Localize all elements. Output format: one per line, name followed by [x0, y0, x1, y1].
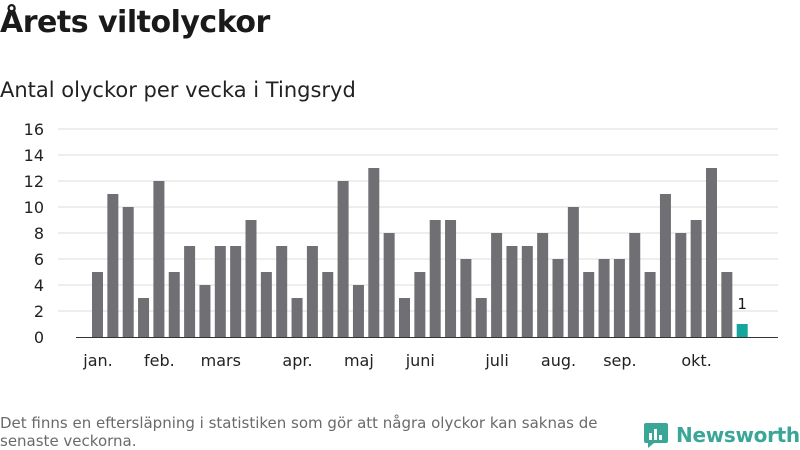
bar-chart: 0 2 4 6 8 10 12 14 16 jan. feb. mars apr. maj juni jul… — [24, 120, 778, 370]
footnote: Det finns en eftersläpning i statistiken… — [0, 414, 598, 450]
bar — [260, 272, 272, 337]
bar — [506, 246, 518, 337]
bar — [368, 168, 380, 337]
bar — [230, 246, 242, 337]
x-month-label: aug. — [541, 351, 576, 370]
y-tick-label: 14 — [24, 146, 44, 165]
bar — [675, 233, 687, 337]
chart-title: Årets viltolyckor — [0, 5, 270, 40]
y-tick-label: 12 — [24, 172, 44, 191]
last-value-label: 1 — [737, 295, 747, 313]
bar — [399, 298, 410, 337]
bar — [153, 181, 165, 337]
bar — [383, 233, 395, 337]
newsworthy-logo[interactable]: Newsworthy — [644, 420, 800, 450]
bar — [352, 285, 364, 337]
bar — [613, 259, 625, 337]
bar — [521, 246, 533, 337]
y-tick-label: 4 — [34, 276, 44, 295]
bar — [598, 259, 610, 337]
bar-chart-logo-icon — [644, 423, 668, 448]
bar — [537, 233, 549, 337]
bar-current-week — [736, 324, 748, 337]
chart-subtitle: Antal olyckor per vecka i Tingsryd — [0, 78, 356, 102]
x-month-label: mars — [201, 351, 241, 370]
y-tick-label: 10 — [24, 198, 44, 217]
bar — [107, 194, 119, 337]
bar — [245, 220, 257, 337]
bar — [168, 272, 180, 337]
bar — [583, 272, 595, 337]
x-month-label: maj — [344, 351, 374, 370]
bar — [276, 246, 288, 337]
x-month-label: apr. — [282, 351, 312, 370]
y-tick-label: 16 — [24, 120, 44, 139]
bars — [92, 168, 748, 337]
bar — [491, 233, 503, 337]
bar — [552, 259, 564, 337]
x-month-label: juli — [484, 351, 508, 370]
bar — [291, 298, 303, 337]
bar — [322, 272, 334, 337]
x-month-label: feb. — [144, 351, 175, 370]
bar — [659, 194, 671, 337]
y-tick-label: 2 — [34, 302, 44, 321]
bar — [214, 246, 226, 337]
bar — [706, 168, 717, 337]
y-tick-label: 0 — [34, 328, 44, 347]
x-month-label: juni — [405, 351, 435, 370]
bar — [306, 246, 318, 337]
bar — [475, 298, 487, 337]
bar — [721, 272, 733, 337]
bar — [445, 220, 457, 337]
bar — [644, 272, 656, 337]
brand-name: Newsworthy — [676, 423, 800, 447]
bar — [337, 181, 349, 337]
bar — [460, 259, 472, 337]
x-axis-month-labels: jan. feb. mars apr. maj juni juli aug. sep. okt. — [82, 351, 712, 370]
y-axis-tick-labels: 0 2 4 6 8 10 12 14 16 — [24, 120, 44, 347]
bar — [429, 220, 441, 337]
bar — [690, 220, 702, 337]
x-month-label: okt. — [681, 351, 711, 370]
bar — [567, 207, 579, 337]
bar — [122, 207, 134, 337]
x-month-label: jan. — [82, 351, 112, 370]
bar — [629, 233, 641, 337]
x-month-label: sep. — [603, 351, 636, 370]
bar — [414, 272, 426, 337]
y-tick-label: 8 — [34, 224, 44, 243]
bar — [184, 246, 196, 337]
bar — [92, 272, 103, 337]
bar — [199, 285, 211, 337]
y-tick-label: 6 — [34, 250, 44, 269]
bar — [138, 298, 150, 337]
